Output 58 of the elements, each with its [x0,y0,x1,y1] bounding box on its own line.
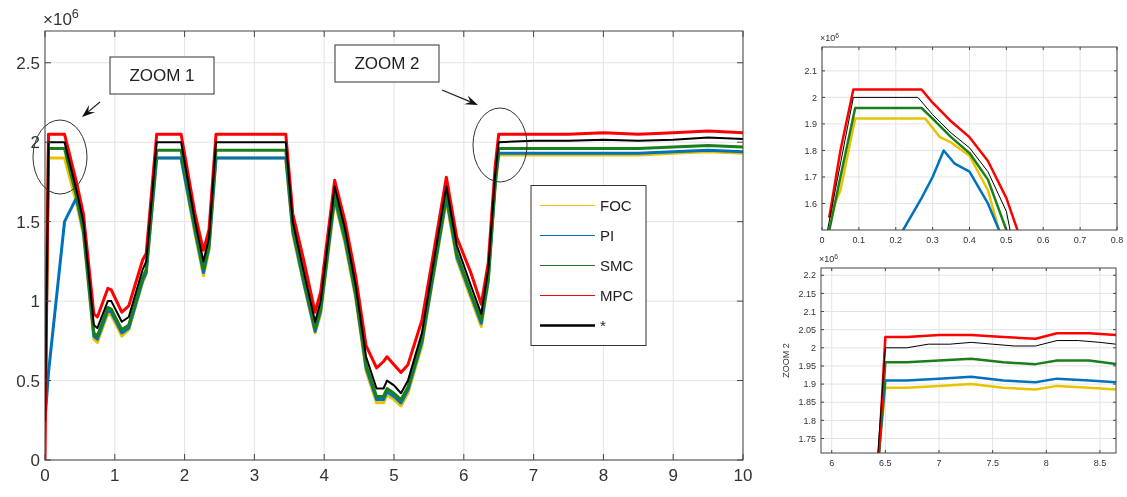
annotation: ZOOM 1 [129,66,195,86]
y-tick-label: 2.5 [16,53,40,73]
x-tick-label: 2 [179,466,190,485]
y-tick-label: 2.05 [798,324,816,335]
legend-label: SMC [600,256,634,274]
x-tick-label: 1 [110,466,120,485]
y-tick-label: 2 [811,92,817,103]
legend-label: FOC [600,196,632,214]
x-tick-label: 8 [598,466,609,485]
line-series [901,149,1001,230]
x-tick-label: 6.5 [879,458,892,468]
legend-label: MPC [600,286,634,304]
x-tick-label: 0.1 [852,235,866,245]
y-tick-label: 1.6 [804,198,817,209]
annotation: ZOOM 2 [354,54,420,74]
x-tick-label: 0.2 [889,235,903,245]
y-tick-label: 1.85 [798,397,816,408]
y-tick-label: 2 [810,342,816,353]
y-tick-label: 1.9 [803,379,816,390]
x-tick-label: 6 [829,458,835,468]
y-tick-label: 1.5 [16,212,40,232]
y-tick-label: 1 [30,292,40,312]
y-axis-title: ZOOM 2 [781,343,791,378]
y-tick-label: 1.7 [804,172,817,183]
legend-label: * [600,316,606,334]
x-tick-label: 10 [733,466,753,485]
x-tick-label: 0.8 [1110,235,1124,245]
y-tick-label: 2.2 [803,270,816,281]
y-tick-label: 2 [30,133,40,153]
x-tick-label: 3 [249,466,260,485]
x-tick-label: 6 [459,466,469,485]
x-tick-label: 7 [528,466,539,485]
x-tick-label: 0 [819,235,825,245]
x-tick-label: 9 [668,466,678,485]
x-tick-label: 8.5 [1093,458,1107,468]
y-tick-label: 1.95 [798,361,816,372]
y-tick-label: 2.1 [804,66,817,77]
text: ×10$^{6}$ [819,252,839,264]
x-tick-label: 0.6 [1036,235,1050,245]
y-tick-label: 0.5 [16,371,40,391]
y-tick-label: 1.8 [804,145,817,156]
y-tick-label: 2.15 [798,288,816,299]
y-tick-label: 1.75 [798,433,816,444]
x-tick-label: 4 [319,466,329,485]
x-tick-label: 0.5 [1000,235,1013,245]
x-tick-label: 0.4 [963,235,976,245]
text: ×10$^{6}$ [43,5,79,29]
x-tick-label: 0.3 [926,235,939,245]
y-tick-label: 1.9 [804,119,817,130]
x-tick-label: 0.7 [1073,235,1087,245]
x-tick-label: 7 [936,458,942,468]
x-tick-label: 5 [389,466,399,485]
y-tick-label: 2.1 [803,306,816,317]
legend-label: PI [600,226,615,244]
y-tick-label: 1.8 [803,415,816,426]
x-tick-label: 8 [1043,458,1049,468]
x-tick-label: 7.5 [986,458,999,468]
text: ×10$^{6}$ [820,31,840,43]
